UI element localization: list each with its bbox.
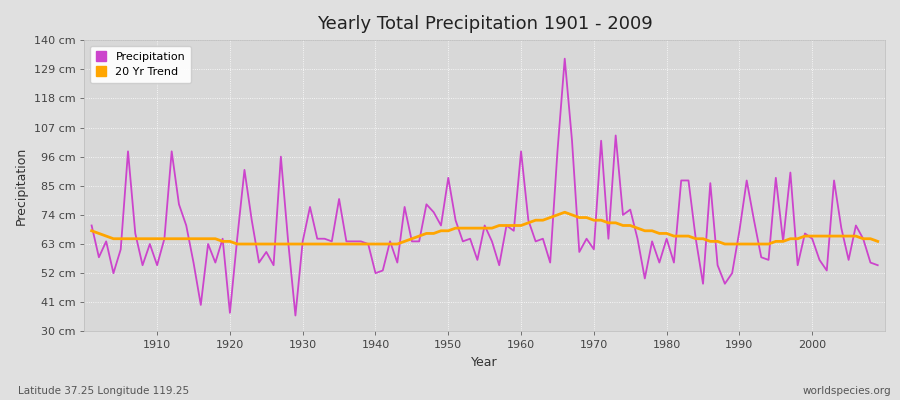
Text: worldspecies.org: worldspecies.org	[803, 386, 891, 396]
Title: Yearly Total Precipitation 1901 - 2009: Yearly Total Precipitation 1901 - 2009	[317, 15, 652, 33]
X-axis label: Year: Year	[472, 356, 498, 369]
Legend: Precipitation, 20 Yr Trend: Precipitation, 20 Yr Trend	[90, 46, 191, 83]
Y-axis label: Precipitation: Precipitation	[15, 147, 28, 225]
Text: Latitude 37.25 Longitude 119.25: Latitude 37.25 Longitude 119.25	[18, 386, 189, 396]
